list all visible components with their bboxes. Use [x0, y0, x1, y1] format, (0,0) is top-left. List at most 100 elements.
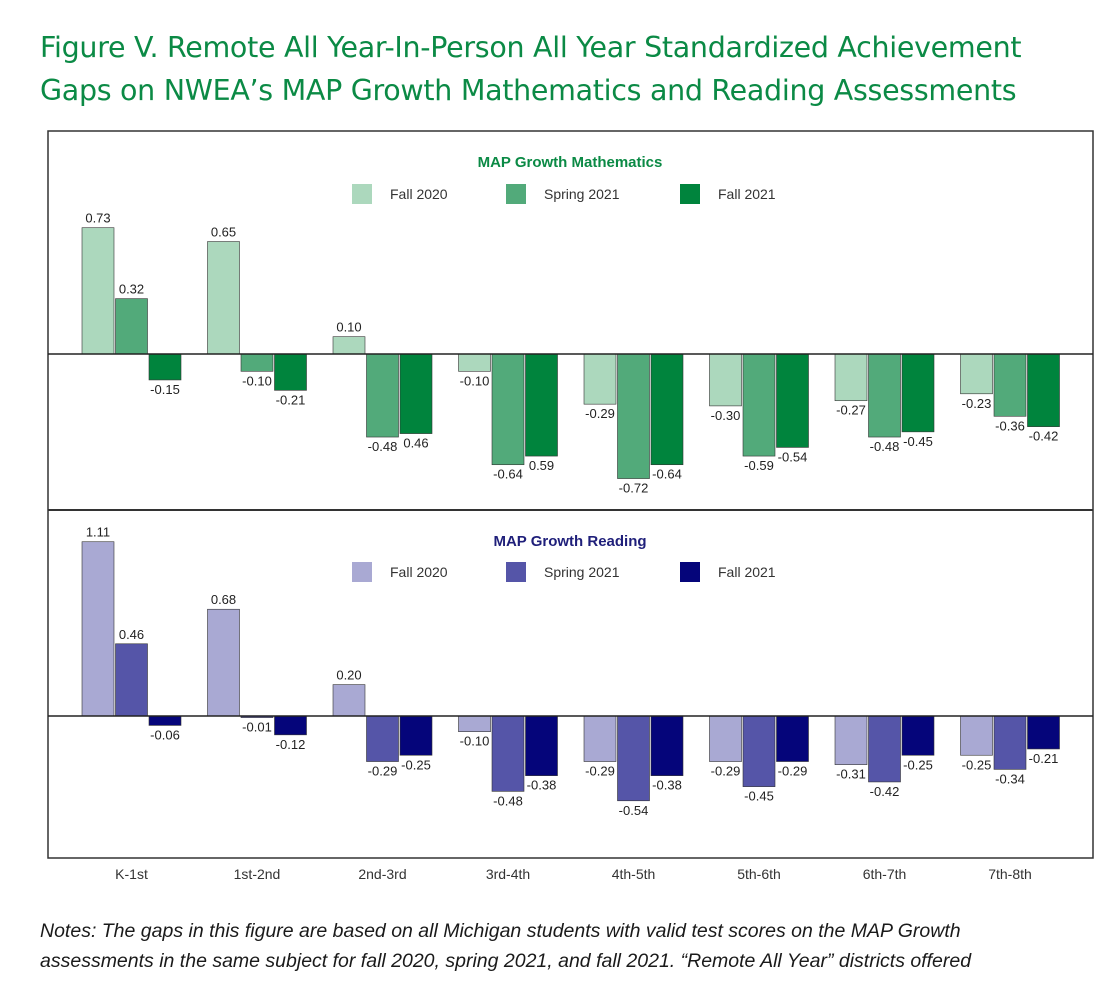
reading-bar-5-1 — [742, 715, 776, 787]
math-bar-5-2 — [776, 353, 809, 448]
x-tick-label-1: 1st-2nd — [234, 866, 281, 882]
math-bar-7-0 — [960, 353, 993, 395]
reading-data-label-1-1: -0.01 — [242, 720, 272, 735]
reading-bar-4-2 — [650, 715, 684, 776]
reading-bar-4-0 — [583, 715, 617, 762]
reading-bar-7-2 — [1027, 715, 1060, 750]
math-data-label-7-2: -0.42 — [1029, 429, 1059, 444]
math-bar-5-1 — [742, 353, 776, 457]
math-bar-5-0 — [709, 353, 742, 407]
math-bar-6-2 — [901, 353, 935, 433]
reading-data-label-6-2: -0.25 — [903, 757, 933, 772]
reading-data-label-0-2: -0.06 — [150, 727, 180, 742]
math-bar-0-2 — [148, 353, 182, 381]
reading-bar-1-0 — [207, 608, 240, 717]
reading-data-label-1-0: 0.68 — [211, 592, 236, 607]
figure-notes: Notes: The gaps in this figure are based… — [40, 916, 1100, 976]
reading-bar-0-1 — [115, 643, 148, 717]
math-bar-4-2 — [650, 353, 684, 466]
math-bar-3-2 — [525, 353, 558, 457]
reading-data-label-0-1: 0.46 — [119, 627, 144, 642]
math-bar-2-0 — [332, 336, 366, 355]
reading-data-label-3-2: -0.38 — [527, 778, 557, 793]
reading-data-label-4-1: -0.54 — [619, 803, 649, 818]
math-legend-swatch-2 — [680, 184, 700, 204]
reading-bar-3-2 — [525, 715, 558, 776]
math-data-label-1-2: -0.21 — [276, 392, 306, 407]
math-data-label-5-1: -0.59 — [744, 458, 774, 473]
x-tick-label-4: 4th-5th — [612, 866, 656, 882]
reading-bar-3-0 — [458, 715, 491, 732]
reading-data-label-5-1: -0.45 — [744, 789, 774, 804]
reading-bar-6-1 — [868, 715, 901, 783]
figure-title-line-1: Figure V. Remote All Year-In-Person All … — [40, 31, 1022, 64]
reading-data-label-3-0: -0.10 — [460, 734, 490, 749]
math-data-label-1-1: -0.10 — [242, 373, 272, 388]
reading-bar-1-2 — [274, 715, 307, 736]
math-data-label-5-2: -0.54 — [778, 449, 808, 464]
math-bar-6-1 — [868, 353, 901, 438]
math-data-label-4-0: -0.29 — [585, 406, 615, 421]
reading-data-label-5-0: -0.29 — [711, 764, 741, 779]
math-data-label-0-2: -0.15 — [150, 382, 180, 397]
math-data-label-7-0: -0.23 — [962, 396, 992, 411]
reading-bar-6-2 — [901, 715, 935, 756]
reading-bar-2-0 — [332, 684, 366, 717]
reading-data-label-6-1: -0.42 — [870, 784, 900, 799]
notes-line-2: assessments in the same subject for fall… — [40, 950, 972, 972]
math-legend-label-2: Fall 2021 — [718, 186, 776, 202]
reading-data-label-2-2: -0.25 — [401, 757, 431, 772]
math-data-label-1-0: 0.65 — [211, 225, 236, 240]
math-bar-7-1 — [993, 353, 1027, 417]
reading-data-label-7-0: -0.25 — [962, 757, 992, 772]
math-bar-1-1 — [240, 353, 274, 372]
math-bar-2-1 — [366, 353, 399, 438]
math-bar-3-1 — [491, 353, 525, 466]
reading-legend-label-1: Spring 2021 — [544, 564, 620, 580]
math-legend-swatch-0 — [352, 184, 372, 204]
reading-bar-0-2 — [148, 715, 182, 726]
figure-title-line-2: Gaps on NWEA’s MAP Growth Mathematics an… — [40, 74, 1017, 107]
reading-legend-label-2: Fall 2021 — [718, 564, 776, 580]
reading-bar-7-0 — [960, 715, 993, 756]
math-panel-title: MAP Growth Mathematics — [478, 154, 663, 171]
reading-bar-3-1 — [491, 715, 525, 792]
reading-legend-swatch-0 — [352, 562, 372, 582]
reading-data-label-2-1: -0.29 — [368, 764, 398, 779]
chart-frame — [47, 130, 1094, 859]
math-bar-2-2 — [399, 353, 433, 434]
x-tick-label-0: K-1st — [115, 866, 148, 882]
math-bar-0-0 — [81, 227, 115, 355]
reading-data-label-1-2: -0.12 — [276, 737, 306, 752]
reading-data-label-4-2: -0.38 — [652, 778, 682, 793]
math-data-label-5-0: -0.30 — [711, 408, 741, 423]
math-bar-4-1 — [617, 353, 650, 479]
x-tick-label-7: 7th-8th — [988, 866, 1032, 882]
math-bar-0-1 — [115, 298, 148, 355]
x-tick-label-6: 6th-7th — [863, 866, 907, 882]
reading-data-label-0-0: 1.11 — [86, 525, 110, 540]
math-bar-7-2 — [1027, 353, 1060, 427]
math-data-label-2-1: -0.48 — [368, 439, 398, 454]
reading-legend-label-0: Fall 2020 — [390, 564, 448, 580]
reading-bar-0-0 — [81, 541, 115, 717]
math-data-label-0-0: 0.73 — [85, 211, 110, 226]
math-data-label-3-1: -0.64 — [493, 467, 523, 482]
reading-panel-title: MAP Growth Reading — [493, 533, 646, 550]
reading-data-label-7-1: -0.34 — [995, 771, 1025, 786]
math-data-label-2-0: 0.10 — [336, 320, 361, 335]
reading-bar-2-2 — [399, 715, 433, 756]
reading-data-label-4-0: -0.29 — [585, 764, 615, 779]
reading-bar-5-2 — [776, 715, 809, 762]
reading-data-label-5-2: -0.29 — [778, 764, 808, 779]
reading-legend-swatch-1 — [506, 562, 526, 582]
math-data-label-7-1: -0.36 — [995, 418, 1025, 433]
figure-title: Figure V. Remote All Year-In-Person All … — [40, 26, 1110, 112]
reading-legend-swatch-2 — [680, 562, 700, 582]
math-data-label-6-1: -0.48 — [870, 439, 900, 454]
math-bar-1-0 — [207, 241, 240, 355]
reading-data-label-6-0: -0.31 — [836, 767, 866, 782]
reading-bar-4-1 — [617, 715, 650, 802]
reading-data-label-2-0: 0.20 — [336, 668, 361, 683]
